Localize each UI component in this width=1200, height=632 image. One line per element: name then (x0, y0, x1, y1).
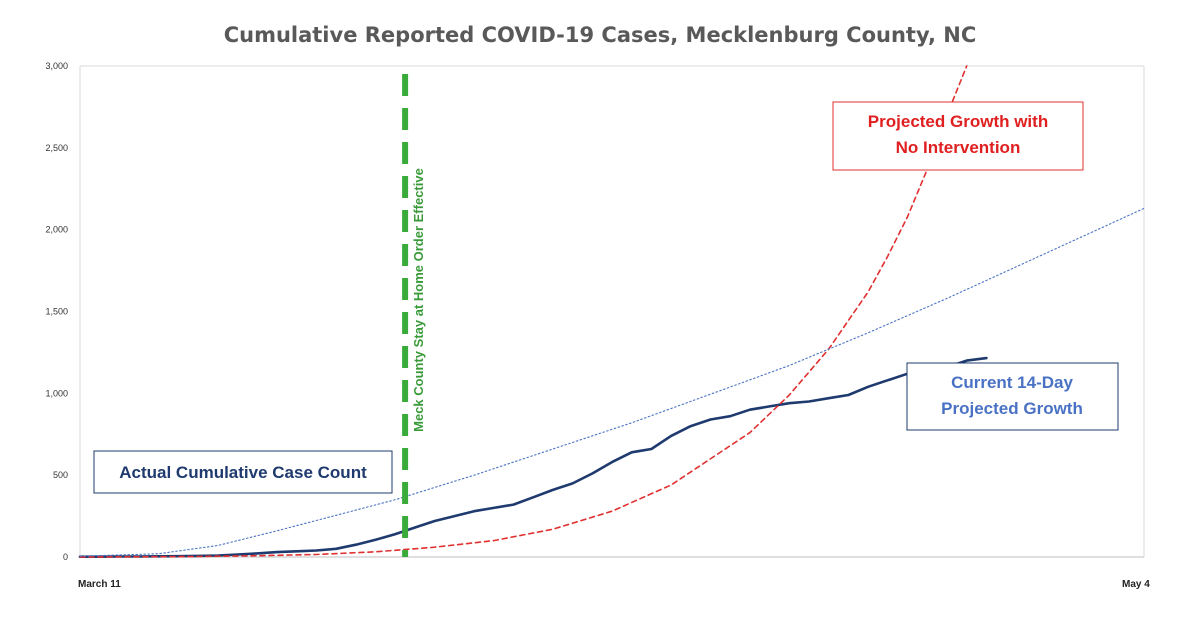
y-tick-label: 500 (53, 470, 68, 480)
series-line (79, 207, 1145, 557)
series-layer (78, 65, 1145, 558)
actual-count-label: Actual Cumulative Case Count (119, 463, 367, 482)
no-intervention-label-line2: No Intervention (896, 138, 1021, 157)
actual-count-callout: Actual Cumulative Case Count (93, 450, 393, 494)
series-line (79, 65, 968, 558)
x-axis-ticks: March 11 May 4 (78, 579, 1150, 590)
current-growth-box (906, 362, 1119, 431)
stay-home-order-label: Meck County Stay at Home Order Effective (411, 168, 426, 432)
y-tick-label: 2,500 (45, 143, 68, 153)
x-tick-label: May 4 (1122, 579, 1150, 590)
actual-count-box (93, 450, 393, 494)
y-tick-label: 3,000 (45, 61, 68, 71)
x-tick-label: March 11 (78, 579, 121, 590)
y-tick-label: 1,500 (45, 307, 68, 317)
no-intervention-box (832, 101, 1084, 171)
no-intervention-callout: Projected Growth with No Intervention (832, 101, 1084, 171)
current-growth-label-line2: Projected Growth (941, 399, 1083, 418)
y-tick-label: 2,000 (45, 225, 68, 235)
chart-title: Cumulative Reported COVID-19 Cases, Meck… (224, 23, 977, 47)
current-growth-callout: Current 14-Day Projected Growth (906, 362, 1119, 431)
no-intervention-label-line1: Projected Growth with (868, 112, 1048, 131)
series-line (78, 356, 988, 558)
y-tick-label: 1,000 (45, 388, 68, 398)
y-tick-label: 0 (63, 552, 68, 562)
y-axis-ticks: 0 500 1,000 1,500 2,000 2,500 3,000 (45, 61, 68, 562)
current-growth-label-line1: Current 14-Day (951, 373, 1073, 392)
